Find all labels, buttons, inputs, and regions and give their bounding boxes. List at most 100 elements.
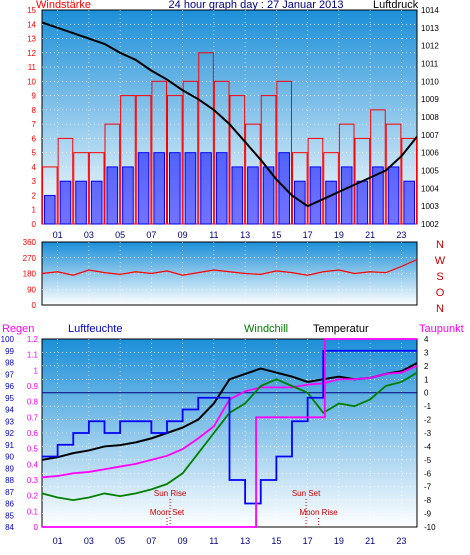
rain-tick-label: 0.9 bbox=[27, 382, 39, 391]
x-tick-label: 21 bbox=[365, 230, 375, 240]
y2-tick-label: 1009 bbox=[421, 95, 439, 104]
gust-bar bbox=[231, 166, 244, 225]
rain-tick-label: 1.2 bbox=[27, 335, 39, 344]
wind-direction-line bbox=[41, 258, 418, 276]
y2-tick-label: 1005 bbox=[421, 167, 439, 176]
y-tick-label: 9 bbox=[32, 92, 37, 101]
windchill-label: Windchill bbox=[244, 323, 288, 335]
humidity-label: Luftfeuchte bbox=[68, 323, 122, 335]
humidity-tick-label: 98 bbox=[5, 359, 14, 368]
x-tick-label: 09 bbox=[178, 230, 188, 240]
temp-tick-label: 3 bbox=[424, 348, 429, 357]
y-tick-label: 7 bbox=[32, 120, 37, 129]
gust-bar bbox=[215, 152, 228, 225]
y-tick-label: 8 bbox=[32, 106, 37, 115]
gust-bar bbox=[340, 166, 353, 225]
y-tick-label: 1 bbox=[32, 206, 37, 215]
rain-tick-label: 0.5 bbox=[27, 445, 39, 454]
x-tick-label: 01 bbox=[53, 536, 63, 546]
humidity-tick-label: 84 bbox=[5, 523, 14, 532]
temp-tick-label: -8 bbox=[424, 496, 432, 505]
wind-strength-label: Windstärke bbox=[36, 0, 91, 11]
rain-tick-label: 0.4 bbox=[27, 460, 39, 469]
humidity-tick-label: 85 bbox=[5, 511, 14, 520]
y-tick-label: 2 bbox=[32, 191, 37, 200]
x-tick-label: 15 bbox=[271, 536, 281, 546]
gust-bar bbox=[387, 166, 400, 225]
temp-tick-label: 4 bbox=[424, 335, 429, 344]
y-tick-label: 5 bbox=[32, 149, 37, 158]
humidity-tick-label: 96 bbox=[5, 382, 14, 391]
x-tick-label: 01 bbox=[53, 230, 63, 240]
gust-bar bbox=[153, 152, 165, 225]
y2-tick-label: 1008 bbox=[421, 113, 439, 122]
x-tick-label: 05 bbox=[115, 230, 125, 240]
x-tick-label: 03 bbox=[84, 230, 94, 240]
temp-tick-label: -1 bbox=[424, 402, 432, 411]
rain-tick-label: 1.1 bbox=[27, 351, 39, 360]
rain-tick-label: 0 bbox=[34, 523, 39, 532]
x-tick-label: 07 bbox=[146, 230, 156, 240]
gust-bar bbox=[372, 166, 384, 225]
dewpoint-label: Taupunkt bbox=[419, 323, 464, 335]
gust-bar bbox=[59, 180, 72, 225]
temp-tick-label: -7 bbox=[424, 483, 432, 492]
temp-tick-label: -3 bbox=[424, 429, 432, 438]
x-tick-label: 11 bbox=[209, 230, 218, 240]
temp-tick-label: -4 bbox=[424, 442, 432, 451]
y-tick-label: 14 bbox=[27, 20, 36, 29]
humidity-tick-label: 89 bbox=[5, 464, 14, 473]
temp-tick-label: -6 bbox=[424, 469, 432, 478]
pressure-label: Luftdruck bbox=[373, 0, 419, 11]
y-tick-label: 15 bbox=[27, 6, 36, 15]
y2-tick-label: 1014 bbox=[421, 6, 439, 15]
y-tick-label: 11 bbox=[28, 63, 37, 72]
y-tick-label: 0 bbox=[32, 220, 37, 229]
direction-tick-label: 90 bbox=[27, 285, 36, 294]
chart-title: 24 hour graph day : 27 Januar 2013 bbox=[169, 0, 344, 11]
humidity-tick-label: 92 bbox=[5, 429, 14, 438]
event-label: Moon Set bbox=[150, 508, 185, 517]
rain-tick-label: 0.8 bbox=[27, 398, 39, 407]
y-tick-label: 4 bbox=[32, 163, 37, 172]
humidity-tick-label: 86 bbox=[5, 500, 14, 509]
rain-label: Regen bbox=[2, 323, 34, 335]
y2-tick-label: 1012 bbox=[421, 42, 439, 51]
y2-tick-label: 1013 bbox=[421, 24, 439, 33]
gust-bar bbox=[247, 166, 259, 225]
rain-line bbox=[42, 338, 417, 528]
temp-tick-label: 2 bbox=[424, 362, 429, 371]
humidity-tick-label: 93 bbox=[5, 417, 14, 426]
gust-bar bbox=[325, 180, 337, 225]
gust-bar bbox=[294, 180, 306, 225]
humidity-tick-label: 100 bbox=[1, 335, 15, 344]
gust-bar bbox=[200, 152, 212, 225]
x-tick-label: 09 bbox=[178, 536, 188, 546]
humidity-tick-label: 95 bbox=[5, 394, 14, 403]
y2-tick-label: 1004 bbox=[421, 184, 439, 193]
y2-tick-label: 1010 bbox=[421, 77, 439, 86]
humidity-tick-label: 90 bbox=[5, 453, 14, 462]
x-tick-label: 19 bbox=[334, 536, 344, 546]
x-tick-label: 23 bbox=[396, 230, 406, 240]
temp-tick-label: -5 bbox=[424, 456, 432, 465]
compass-label: O bbox=[436, 287, 445, 299]
event-label: Moon Rise bbox=[299, 508, 338, 517]
temp-tick-label: -2 bbox=[424, 416, 432, 425]
y-tick-label: 6 bbox=[32, 134, 37, 143]
compass-label: S bbox=[436, 271, 443, 283]
x-tick-label: 07 bbox=[146, 536, 156, 546]
gust-bar bbox=[137, 152, 150, 225]
direction-tick-label: 0 bbox=[32, 301, 37, 310]
rain-tick-label: 0.7 bbox=[27, 413, 39, 422]
x-tick-label: 13 bbox=[240, 230, 250, 240]
x-tick-label: 03 bbox=[84, 536, 94, 546]
y-tick-label: 12 bbox=[27, 49, 36, 58]
rain-tick-label: 1 bbox=[34, 366, 39, 375]
compass-label: W bbox=[435, 255, 446, 267]
gust-bar bbox=[122, 166, 134, 225]
temp-tick-label: 0 bbox=[424, 389, 429, 398]
direction-tick-label: 270 bbox=[23, 254, 37, 263]
